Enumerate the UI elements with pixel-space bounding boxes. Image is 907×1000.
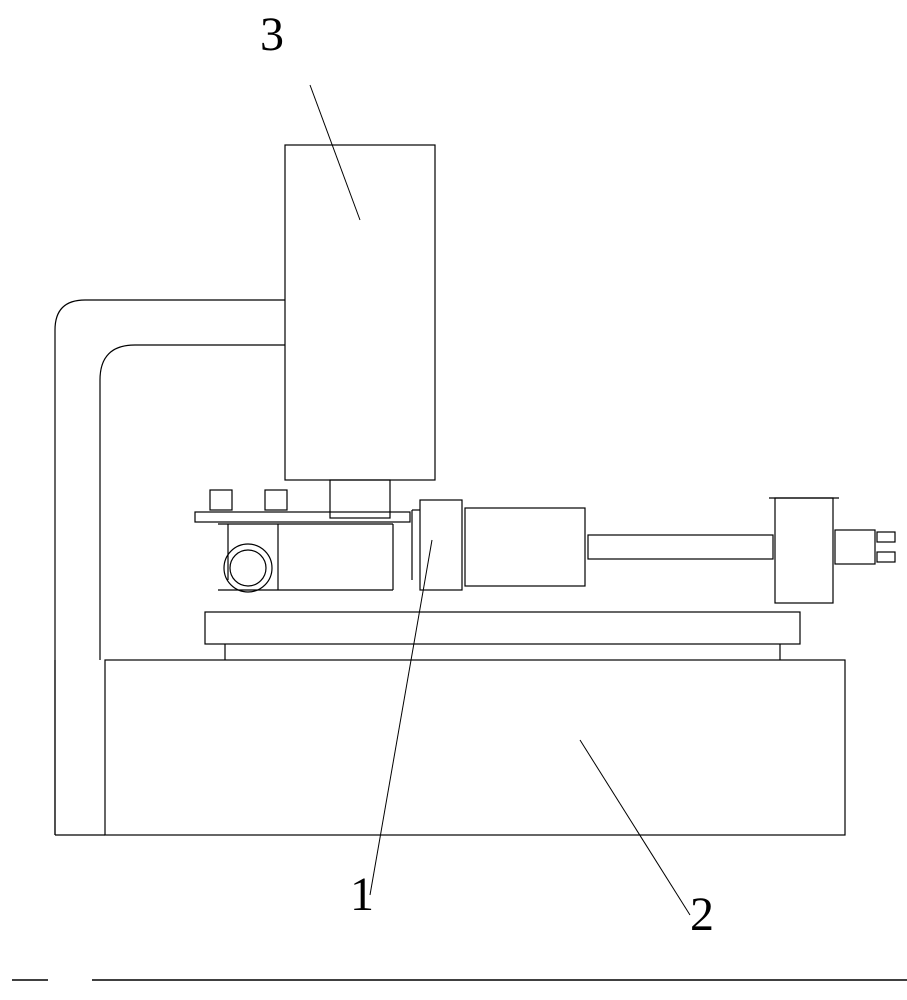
label-3: 3 (260, 8, 284, 61)
label-2: 2 (690, 888, 714, 941)
label-1: 1 (350, 868, 374, 921)
technical-diagram: 3 1 2 (0, 0, 907, 1000)
